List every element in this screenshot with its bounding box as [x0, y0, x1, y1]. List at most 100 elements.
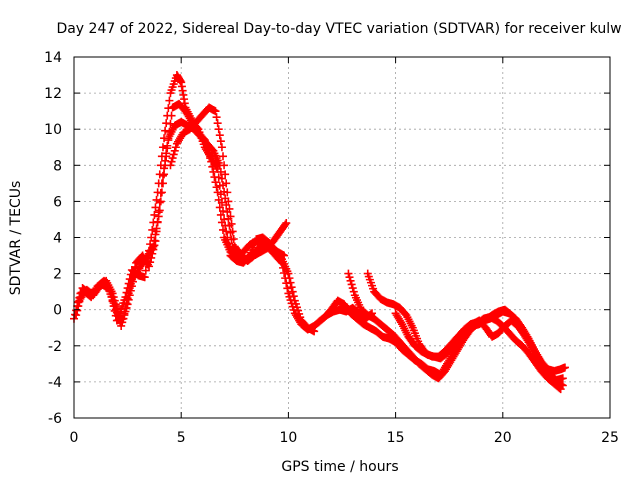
data-point	[211, 107, 220, 116]
data-point	[227, 219, 236, 228]
series-track-3	[74, 117, 289, 325]
data-point	[151, 203, 160, 212]
y-tick-label: 10	[44, 122, 62, 138]
series-track-4	[166, 103, 291, 265]
data-point	[154, 208, 163, 217]
data-point	[153, 217, 162, 226]
data-point	[166, 161, 175, 170]
data-point	[147, 253, 156, 262]
data-point	[170, 146, 179, 155]
data-point	[108, 297, 117, 306]
data-point	[156, 197, 165, 206]
data-point	[145, 262, 154, 271]
data-point	[213, 119, 222, 128]
data-point	[310, 327, 319, 336]
data-point	[219, 152, 228, 161]
x-tick-labels: 0 5 10 15 20 25	[70, 430, 619, 446]
data-point	[169, 150, 178, 159]
data-point	[146, 258, 155, 267]
data-point	[348, 284, 357, 293]
data-point	[110, 306, 119, 315]
chart-title: Day 247 of 2022, Sidereal Day-to-day VTE…	[56, 21, 621, 37]
data-point	[217, 174, 226, 183]
x-tick-label: 15	[387, 430, 405, 446]
data-point	[131, 262, 140, 271]
data-point	[168, 154, 177, 163]
y-tick-label: -6	[48, 411, 62, 427]
data-point	[165, 96, 174, 105]
data-point	[106, 287, 115, 296]
data-point	[344, 269, 353, 278]
data-point	[123, 294, 132, 303]
data-point	[281, 220, 290, 229]
x-tick-label: 20	[494, 430, 512, 446]
series-track-2	[72, 99, 319, 336]
axis-ticks	[73, 56, 611, 419]
data-point	[130, 267, 139, 276]
y-axis-label: SDTVAR / TECUs	[8, 181, 24, 296]
data-point	[287, 283, 296, 292]
y-tick-label: -2	[48, 339, 62, 355]
data-point	[229, 235, 238, 244]
data-point	[215, 131, 224, 140]
data-point	[126, 279, 135, 288]
data-point	[150, 241, 159, 250]
data-point	[171, 143, 180, 152]
data-point	[286, 278, 295, 287]
data-point	[150, 210, 159, 219]
data-point	[128, 271, 137, 280]
series-track-8	[391, 309, 567, 385]
data-point	[72, 311, 81, 320]
data-point	[349, 287, 358, 296]
data-point	[151, 237, 160, 246]
data-point	[222, 179, 231, 188]
data-point	[223, 233, 232, 242]
y-tick-label: 12	[44, 86, 62, 102]
x-tick-label: 10	[279, 430, 297, 446]
data-point	[226, 212, 235, 221]
data-point	[217, 198, 226, 207]
data-point	[345, 273, 354, 282]
data-point	[284, 269, 293, 278]
data-point	[555, 384, 564, 393]
data-point	[280, 251, 289, 260]
data-point	[288, 287, 297, 296]
data-point	[148, 249, 157, 258]
data-points	[70, 71, 569, 394]
y-tick-labels: -6 -4 -2 0 2 4 6 8 10 12 14	[44, 50, 62, 427]
data-point	[283, 284, 292, 293]
data-point	[347, 280, 356, 289]
data-point	[167, 157, 176, 166]
data-point	[223, 188, 232, 197]
data-point	[216, 167, 225, 176]
x-axis-label: GPS time / hours	[281, 459, 398, 475]
data-point	[160, 164, 169, 173]
x-tick-label: 0	[70, 430, 79, 446]
data-point	[162, 149, 171, 158]
data-point	[158, 171, 167, 180]
y-tick-label: 2	[53, 267, 62, 283]
data-point	[140, 273, 149, 282]
data-point	[127, 275, 136, 284]
data-point	[155, 198, 164, 207]
data-point	[560, 363, 569, 372]
data-point	[224, 197, 233, 206]
data-point	[219, 207, 228, 216]
data-point	[216, 137, 225, 146]
data-point	[122, 299, 131, 308]
data-point	[282, 219, 291, 228]
data-point	[167, 111, 176, 120]
data-point	[217, 143, 226, 152]
data-point	[156, 188, 165, 197]
data-point	[157, 179, 166, 188]
data-point	[119, 314, 128, 323]
data-point	[556, 385, 565, 394]
data-point	[141, 266, 150, 275]
data-point	[214, 125, 223, 134]
data-point	[125, 284, 134, 293]
data-point	[148, 225, 157, 234]
y-tick-label: 8	[53, 158, 62, 174]
x-tick-label: 25	[601, 430, 619, 446]
data-point	[220, 161, 229, 170]
